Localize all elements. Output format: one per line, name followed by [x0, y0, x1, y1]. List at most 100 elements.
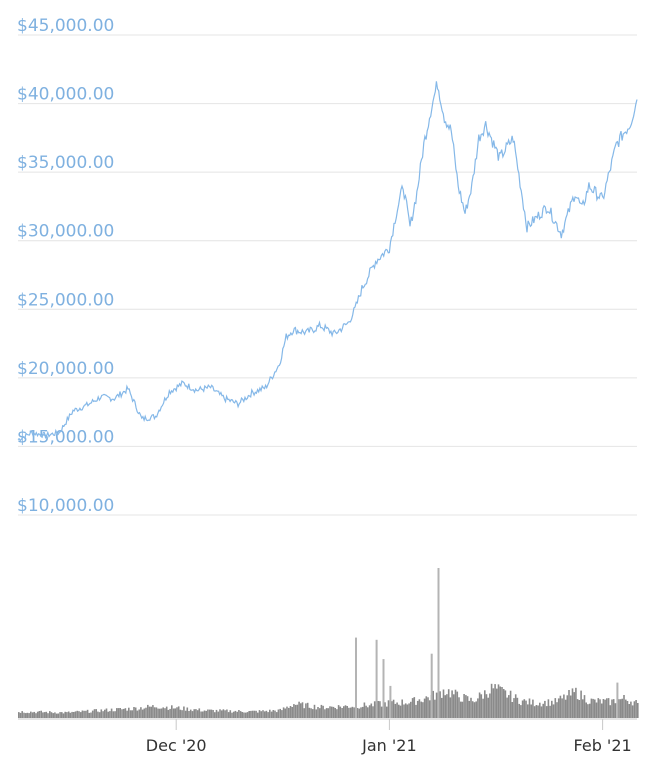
volume-bar — [470, 697, 472, 718]
volume-bar — [214, 712, 216, 718]
volume-bar — [36, 711, 39, 718]
volume-bar — [49, 711, 51, 718]
volume-bar — [232, 711, 235, 718]
volume-bar — [325, 708, 328, 718]
volume-bar — [494, 684, 496, 718]
volume-bar — [406, 704, 409, 718]
volume-bar — [578, 700, 581, 718]
volume-bar — [502, 689, 505, 718]
volume-bar — [625, 699, 627, 718]
volume-bar — [554, 698, 557, 718]
volume-bar — [300, 703, 302, 718]
volume-bar — [169, 708, 171, 718]
volume-bar — [485, 694, 488, 718]
volume-spike — [437, 568, 440, 718]
volume-bar — [196, 710, 199, 718]
volume-bar — [167, 709, 170, 718]
volume-bar — [293, 704, 295, 718]
volume-bar — [346, 706, 348, 718]
volume-bar — [183, 706, 185, 718]
volume-bar — [215, 709, 218, 718]
volume-bar — [441, 697, 443, 718]
volume-bar — [456, 691, 459, 718]
volume-bar — [298, 701, 300, 718]
volume-bar — [83, 710, 85, 718]
volume-bar — [334, 708, 336, 718]
volume-bar — [207, 709, 209, 718]
volume-bar — [434, 699, 436, 718]
volume-bar — [621, 698, 624, 718]
volume-bar — [281, 710, 283, 718]
volume-bar — [563, 694, 565, 718]
volume-bar — [66, 712, 68, 718]
volume-bar — [112, 711, 115, 718]
volume-bar — [306, 702, 309, 718]
volume-bar — [353, 707, 355, 718]
volume-bar — [272, 710, 275, 718]
volume-bar — [95, 709, 97, 718]
volume-bar — [410, 701, 412, 718]
volume-bar — [475, 701, 477, 718]
volume-bar — [248, 711, 250, 718]
x-tick-label: Dec '20 — [146, 736, 207, 755]
volume-bar — [537, 705, 539, 718]
volume-bar — [490, 683, 493, 718]
volume-bar — [358, 708, 361, 718]
volume-bar — [425, 696, 428, 718]
volume-bar — [86, 709, 89, 718]
volume-bar — [336, 709, 338, 718]
volume-bar — [582, 699, 584, 718]
volume-bar — [499, 686, 501, 718]
volume-bar — [478, 692, 481, 718]
y-tick-label: $10,000.00 — [17, 496, 114, 516]
volume-bar — [609, 705, 612, 718]
volume-bar — [227, 712, 230, 718]
volume-bar — [315, 709, 318, 718]
volume-bar — [31, 712, 34, 718]
volume-bar — [594, 699, 596, 718]
volume-bar — [444, 695, 446, 718]
volume-bar — [47, 713, 49, 718]
volume-bar — [171, 705, 173, 718]
volume-bar — [28, 713, 30, 718]
volume-bar — [193, 709, 195, 718]
volume-bar — [107, 711, 109, 718]
volume-bar — [516, 697, 519, 718]
volume-bar — [396, 702, 398, 718]
volume-bar — [313, 704, 316, 718]
volume-bar — [585, 702, 587, 718]
volume-bar — [133, 707, 135, 718]
volume-bar — [91, 710, 94, 718]
volume-bar — [85, 710, 87, 718]
volume-spike — [375, 639, 378, 718]
volume-bar — [61, 712, 63, 718]
volume-bar — [465, 695, 467, 718]
volume-bar — [484, 690, 486, 718]
volume-bar — [186, 707, 189, 718]
volume-spike — [355, 637, 357, 718]
volume-bar — [588, 703, 591, 718]
volume-bar — [360, 707, 362, 718]
volume-spike — [430, 653, 433, 718]
volume-bar — [19, 712, 22, 718]
volume-bar — [33, 711, 36, 718]
volume-bar — [604, 699, 606, 718]
volume-bar — [399, 705, 402, 718]
volume-bar — [179, 709, 182, 718]
volume-bar — [23, 712, 25, 718]
volume-bar — [446, 694, 448, 718]
volume-bar — [631, 705, 634, 718]
y-tick-label: $40,000.00 — [17, 85, 114, 105]
volume-bar — [525, 700, 527, 718]
volume-bar — [477, 698, 479, 718]
volume-bar — [155, 707, 158, 718]
volume-bar — [312, 709, 314, 718]
volume-bar — [195, 709, 197, 718]
volume-bar — [386, 706, 388, 718]
volume-bar — [164, 708, 166, 718]
volume-bar — [569, 695, 572, 718]
volume-bar — [533, 706, 536, 718]
volume-bar — [152, 705, 154, 718]
volume-bar — [322, 705, 324, 718]
volume-bar — [114, 711, 116, 718]
